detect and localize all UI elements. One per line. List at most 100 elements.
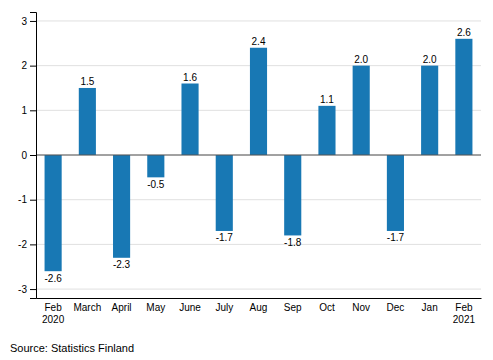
x-tick-label-line: Feb [44, 302, 62, 313]
bar [147, 155, 164, 177]
x-tick: Jan [422, 302, 438, 313]
grid-line [36, 20, 481, 21]
bar [45, 155, 62, 271]
x-tick-label-line: Oct [319, 302, 335, 313]
y-tick-label: -2 [18, 239, 27, 250]
x-tick-label: May [146, 302, 165, 313]
y-tick: 2 [21, 60, 36, 71]
x-tick: Feb2021 [453, 302, 476, 325]
y-tick: -2 [18, 239, 36, 250]
x-tick-label-line: Feb [455, 302, 473, 313]
y-tick-mark [30, 200, 36, 201]
y-tick-label: 1 [21, 105, 27, 116]
y-tick-mark [30, 289, 36, 290]
x-tick-label: Aug [250, 302, 268, 313]
data-label: 1.5 [80, 76, 94, 87]
x-tick-label-line: June [179, 302, 201, 313]
grid-line [36, 199, 481, 200]
x-tick-label: Oct [319, 302, 335, 313]
bar [387, 155, 404, 231]
x-tick: Aug [250, 302, 268, 313]
y-tick: 0 [21, 150, 36, 161]
x-tick-label-line: May [146, 302, 165, 313]
x-tick-label: Feb2020 [42, 302, 65, 325]
y-tick-mark [30, 155, 36, 156]
x-tick-label-line: Jan [422, 302, 438, 313]
x-tick-label-line: Aug [250, 302, 268, 313]
bar [181, 84, 198, 156]
grid-line [36, 155, 481, 156]
y-axis: -3 -2 -1 0 1 2 3 [18, 13, 36, 299]
x-tick: Sep [284, 302, 302, 313]
data-label: -1.7 [216, 232, 234, 243]
y-tick-label: -1 [18, 194, 27, 205]
y-tick-mark [30, 21, 36, 22]
x-tick-label-line: March [73, 302, 101, 313]
source: Source: Statistics Finland [10, 342, 134, 354]
bar [353, 66, 370, 155]
x-tick-label-line: April [112, 302, 132, 313]
bar [250, 48, 267, 155]
x-tick-label-line: 2020 [42, 314, 65, 325]
x-tick: Feb2020 [42, 302, 65, 325]
grid [36, 21, 481, 289]
y-tick: -3 [18, 284, 36, 295]
grid-line [36, 289, 481, 290]
chart: -3-2-10123Feb2020MarchAprilMayJuneJulyAu… [0, 0, 493, 360]
x-tick: June [179, 302, 201, 313]
data-label: 2.0 [423, 54, 437, 65]
x-tick-label: Sep [284, 302, 302, 313]
data-label: -1.8 [284, 237, 302, 248]
x-tick: May [146, 302, 165, 313]
y-tick-label: 3 [21, 16, 27, 27]
x-tick-label-line: Dec [387, 302, 405, 313]
x-axis: Feb2020MarchAprilMayJuneJulyAugSepOctNov… [37, 299, 482, 325]
x-tick-label-line: Nov [352, 302, 370, 313]
data-label: -1.7 [387, 232, 405, 243]
bar [284, 155, 301, 235]
x-tick: Dec [387, 302, 405, 313]
x-tick-label: June [179, 302, 201, 313]
grid-line [36, 244, 481, 245]
data-label: 2.6 [457, 27, 471, 38]
x-tick-label-line: July [215, 302, 233, 313]
x-tick-label-line: 2021 [453, 314, 476, 325]
x-tick: Nov [352, 302, 370, 313]
x-tick: July [215, 302, 233, 313]
data-labels: -2.61.5-2.3-0.51.6-1.72.4-1.81.12.0-1.72… [44, 27, 471, 284]
y-tick-label: -3 [18, 284, 27, 295]
y-tick-mark [30, 244, 36, 245]
y-tick-label: 2 [21, 60, 27, 71]
x-tick-label: March [73, 302, 101, 313]
y-axis-line [30, 13, 37, 299]
bar [79, 88, 96, 155]
data-label: -2.6 [44, 273, 62, 284]
bar [455, 39, 472, 155]
x-tick-label: Nov [352, 302, 370, 313]
data-label: 1.1 [320, 94, 334, 105]
data-label: 2.0 [354, 54, 368, 65]
data-label: -0.5 [147, 179, 165, 190]
y-tick-mark [30, 66, 36, 67]
bar [421, 66, 438, 155]
y-tick-mark [30, 110, 36, 111]
x-tick-label: Dec [387, 302, 405, 313]
x-tick: March [73, 302, 101, 313]
bar [318, 106, 335, 155]
plot: -3-2-10123Feb2020MarchAprilMayJuneJulyAu… [18, 13, 481, 325]
x-tick-label: April [112, 302, 132, 313]
x-tick-label: Jan [422, 302, 438, 313]
x-tick-label: July [215, 302, 233, 313]
y-tick-label: 0 [21, 150, 27, 161]
data-label: -2.3 [113, 259, 131, 270]
zero-line [36, 155, 481, 156]
x-axis-line [37, 298, 482, 299]
x-tick-label: Feb2021 [453, 302, 476, 325]
y-tick: 1 [21, 105, 36, 116]
data-label: 1.6 [183, 72, 197, 83]
x-tick: Oct [319, 302, 335, 313]
y-tick: -1 [18, 194, 36, 205]
bar [113, 155, 130, 258]
y-tick: 3 [21, 16, 36, 27]
x-tick-label-line: Sep [284, 302, 302, 313]
